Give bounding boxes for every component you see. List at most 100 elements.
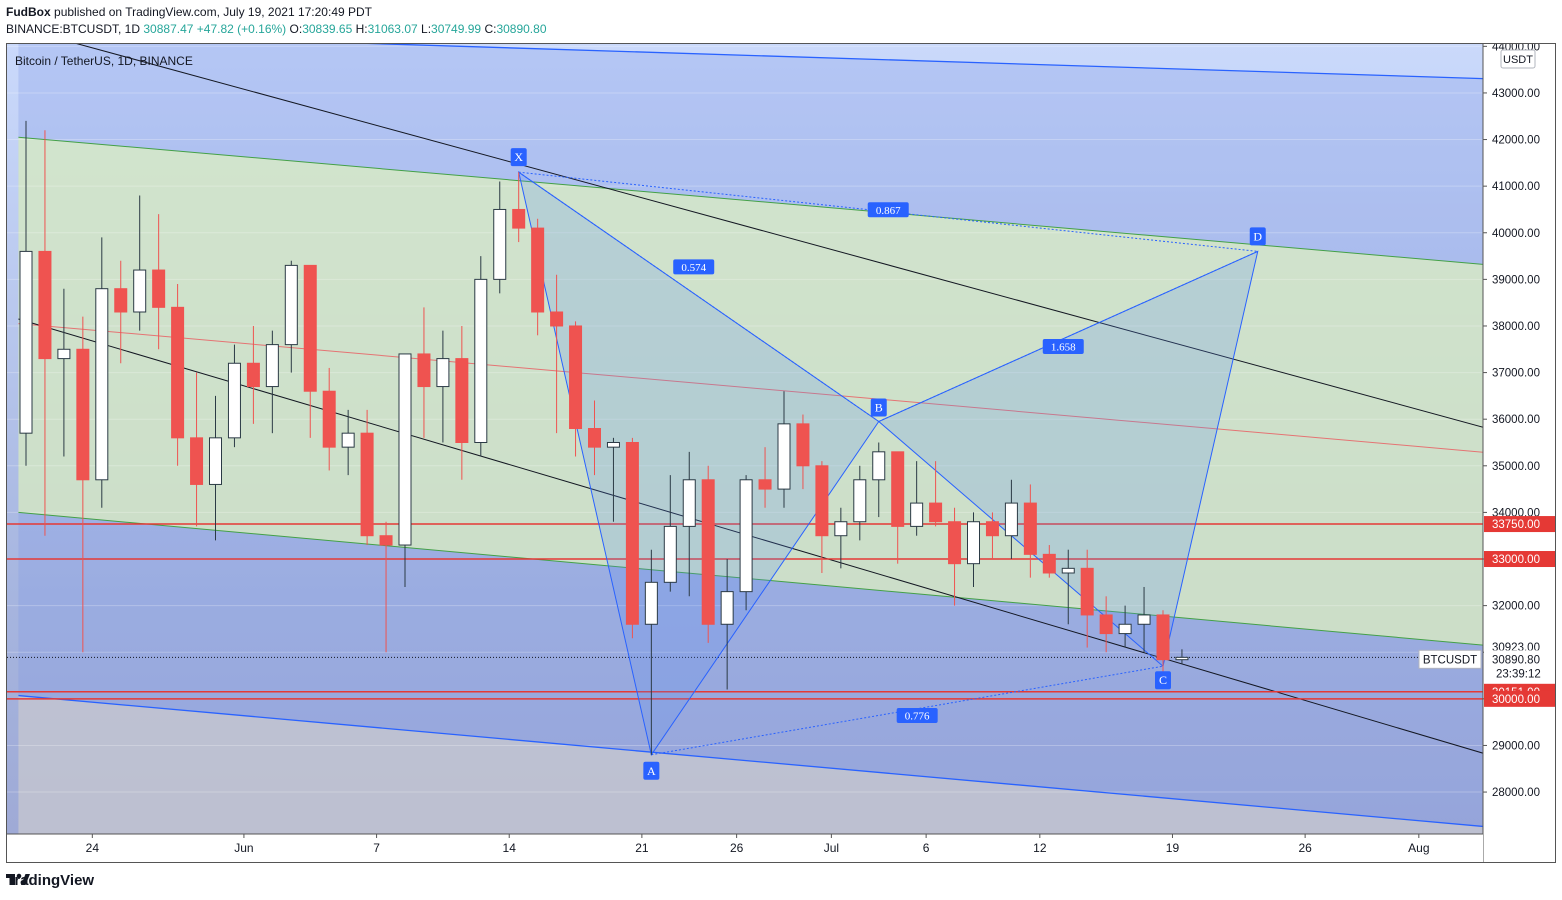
last-price: 30887.47 [143,22,194,36]
candle-body [171,306,185,439]
publish-info: FudBox published on TradingView.com, Jul… [6,5,372,19]
candle-up [265,330,279,434]
pattern-point-text: A [647,764,656,778]
candle-body [209,437,222,485]
candle-up [284,260,298,373]
hline-price-tag: 30000.00 [1484,690,1555,707]
candle-body [341,432,355,448]
candle-up [853,465,867,541]
candle-down [190,372,204,527]
candle-down [303,264,317,438]
pattern-bd-dotted [878,250,1258,422]
price-axis-bg [1483,44,1555,862]
candle-body [284,264,298,346]
candle-up [663,475,677,592]
red-mid-line [18,323,1483,453]
candle-body [379,535,393,546]
candle-body [455,358,469,443]
hline-tag-text: 30000.00 [1492,694,1540,706]
candle-down [701,465,715,643]
currency-label: USDT [1500,49,1536,69]
candle-body [910,502,924,527]
y-tick-label: 36000.00 [1492,414,1540,426]
pattern-point-box [510,148,527,167]
pattern-point-text: C [1159,673,1167,687]
y-tick-label: 38000.00 [1492,321,1540,333]
hline-tag-box [1484,690,1555,707]
candle-body [1023,502,1037,555]
candle-down [929,461,943,527]
black-trend-lower [18,318,1483,754]
candle-body [929,502,943,523]
candle-body [246,362,260,388]
author-name: FudBox [6,5,51,19]
candle-body [1137,614,1151,625]
candle-body [38,250,52,360]
plot-area: 0.574 0.867 1.658 0.776 X A B C D [7,44,1483,834]
last-price-tag: BTCUSDT 30890.80 23:39:12 [1418,649,1555,681]
tradingview-logo-icon [6,873,30,885]
candle-body [1099,614,1113,635]
candle-body [1042,553,1056,574]
x-tick-label: 12 [1033,841,1047,855]
y-tick-label: 41000.00 [1492,181,1540,193]
high-label: H: [355,22,368,36]
candle-body [948,521,962,565]
hline-tag-box [1484,551,1555,568]
y-tick-label: 43000.00 [1492,88,1540,100]
candle-body [190,437,204,485]
green-channel-lower-line [18,511,1483,646]
pattern-xb-dotted [518,171,880,422]
ratio-xb-label-text: 0.574 [681,262,706,274]
tradingview-logo: TradingView [6,872,94,889]
candle-down [588,400,601,476]
hline-tag-box [1484,516,1555,533]
pattern-point-box [870,398,887,417]
candle-body [967,521,980,565]
chart-container[interactable]: 0.574 0.867 1.658 0.776 X A B C D Bitcoin / Tethe… [6,43,1556,863]
candle-body [1061,567,1075,574]
candle-up [493,181,507,294]
legend-title: Bitcoin / TetherUS, 1D, BINANCE [15,54,193,68]
pattern-point-box [1155,671,1171,690]
candle-up [872,442,886,518]
close-label: C: [484,22,497,36]
pattern-triangle-xab [517,171,880,756]
candle-down [246,325,260,424]
candle-up [739,475,753,611]
hline-price-tag: 33750.00 [1484,516,1555,533]
candle-up [1118,605,1132,648]
low-value: 30749.99 [431,22,482,36]
candle-body [985,521,999,537]
candle-down [569,321,583,457]
ratio-xd-label-box [867,202,909,218]
candle-up [1004,479,1018,560]
x-tick-label: 24 [86,841,100,855]
pattern-point-text: X [514,150,523,164]
candle-up [19,120,33,466]
x-tick-label: 19 [1166,841,1180,855]
blue-channel-lower-line [18,694,1483,828]
candle-body [1175,656,1189,661]
candle-up [227,344,241,448]
candle-body [417,353,431,388]
published-text: published on TradingView.com, July 19, 2… [54,5,372,19]
candle-down [985,512,999,560]
candle-body [834,521,848,537]
candle-up [1061,549,1075,625]
candlestick-chart[interactable]: 0.574 0.867 1.658 0.776 X A B C D Bitcoin / Tethe… [7,44,1555,862]
candle-down [531,218,545,336]
candle-down [948,507,962,606]
time-axis: 24 Jun 7 14 21 26 Jul 6 12 19 26 Aug [7,833,1483,862]
candle-body [57,348,71,360]
high-value: 31063.07 [367,22,418,36]
green-channel-upper-line [18,136,1483,265]
countdown-text: 23:39:12 [1496,668,1541,680]
ratio-ac-label-box [896,707,938,723]
pattern-point-A: A [643,761,660,780]
last-symbol-box [1418,649,1482,669]
candle-down [171,284,185,466]
candle-body [322,390,336,448]
ratio-ac-label-text: 0.776 [905,710,930,722]
x-tick-label: 7 [373,841,380,855]
